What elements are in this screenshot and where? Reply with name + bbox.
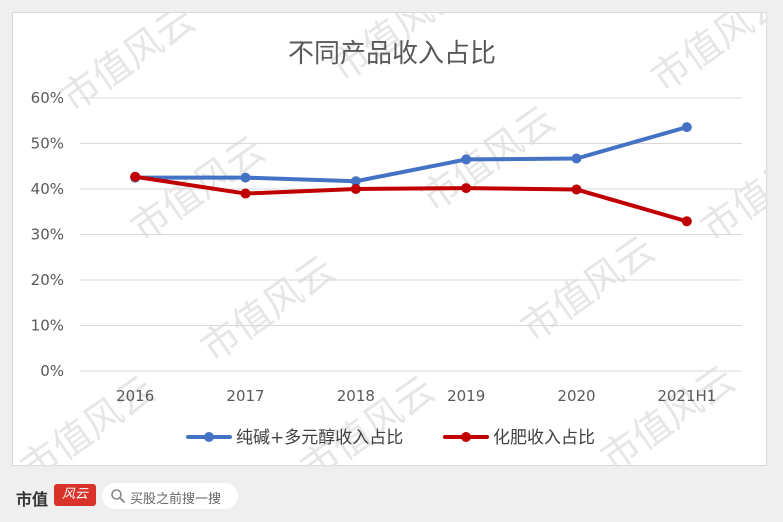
search-hint: 买股之前搜一搜	[130, 492, 222, 507]
watermark-text: 市值风云	[53, 13, 203, 120]
y-tick-label: 0%	[40, 362, 64, 380]
brand-logo: 风云	[54, 484, 96, 506]
data-point	[571, 153, 582, 164]
y-tick-label: 10%	[31, 317, 64, 335]
y-tick-label: 50%	[31, 135, 64, 153]
chart-title: 不同产品收入占比	[288, 39, 496, 69]
search-box[interactable]: 买股之前搜一搜	[102, 483, 238, 509]
y-tick-label: 60%	[31, 89, 64, 107]
data-point	[240, 172, 251, 183]
data-point	[350, 184, 361, 194]
x-tick-label: 2021H1	[657, 387, 716, 405]
legend: 纯碱+多元醇收入占比 化肥收入占比	[186, 428, 595, 448]
watermark-text: 市值风云	[193, 247, 343, 370]
x-axis-ticks: 2016 2017 2018 2019 2020 2021H1	[116, 387, 716, 405]
data-point	[461, 154, 472, 165]
data-point	[681, 216, 692, 227]
legend-swatch-marker	[204, 432, 214, 442]
series-line-1	[133, 125, 689, 184]
watermark-text: 市值风云	[13, 367, 163, 467]
y-axis-ticks: 0% 10% 20% 30% 40% 50% 60%	[31, 89, 64, 380]
data-point	[130, 171, 141, 182]
series-layer	[130, 122, 692, 227]
brand-name: 市值	[16, 490, 49, 509]
data-point	[350, 176, 361, 187]
x-tick-label: 2018	[337, 387, 375, 405]
legend-label: 纯碱+多元醇收入占比	[236, 428, 403, 448]
data-point	[681, 122, 692, 133]
watermark-text: 市值风云	[643, 13, 768, 100]
chart-card: 市值风云 市值风云 市值风云 市值风云 市值风云 市值风云 市值风云 市值风云 市值风云 市值风云…	[12, 12, 768, 467]
legend-swatch-marker	[461, 432, 471, 442]
y-tick-label: 30%	[31, 226, 64, 244]
legend-label: 化肥收入占比	[493, 428, 595, 448]
y-tick-label: 40%	[31, 180, 64, 198]
x-tick-label: 2016	[116, 387, 154, 405]
data-point	[571, 184, 582, 195]
footer-bar: 市值 风云 买股之前搜一搜	[0, 470, 783, 522]
x-tick-label: 2017	[226, 387, 264, 405]
x-tick-label: 2020	[557, 387, 595, 405]
data-point	[461, 183, 472, 194]
series-line-2	[133, 174, 689, 224]
y-tick-label: 20%	[31, 271, 64, 289]
watermark-text: 市值风云	[593, 357, 743, 467]
watermark-text: 市值风云	[293, 367, 443, 467]
watermark-text: 市值风云	[513, 227, 663, 350]
data-point	[240, 188, 251, 199]
x-tick-label: 2019	[447, 387, 485, 405]
search-icon	[111, 489, 125, 503]
